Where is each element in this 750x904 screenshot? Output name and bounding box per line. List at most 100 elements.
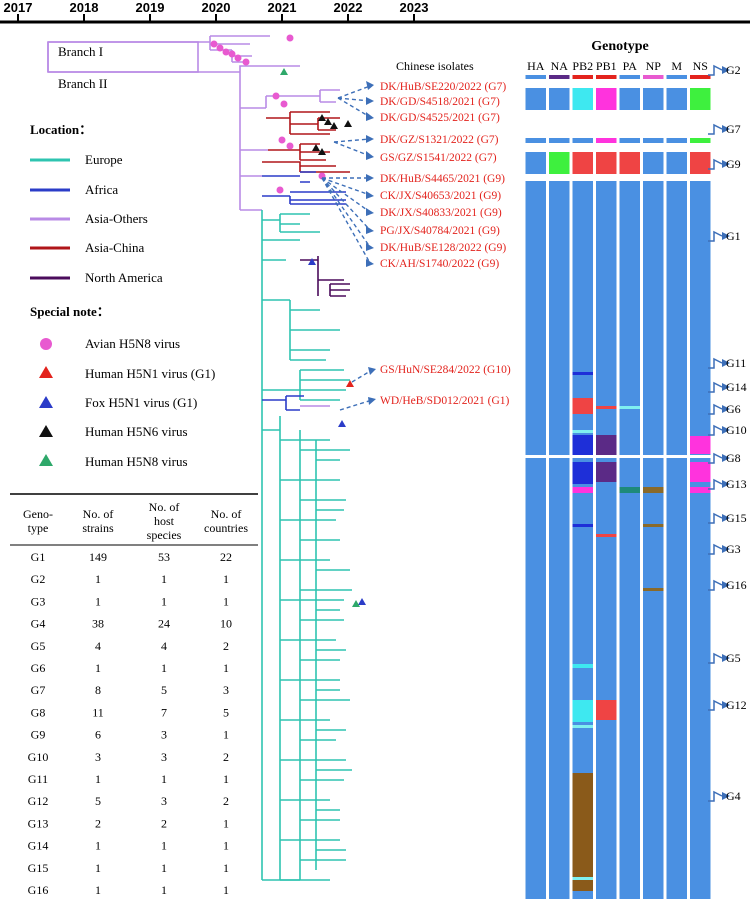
genotype-cell bbox=[690, 152, 711, 174]
genotype-variant-cell bbox=[643, 588, 664, 591]
branch-2-label: Branch II bbox=[58, 76, 107, 91]
table-cell: 1 bbox=[223, 861, 229, 875]
year-label: 2023 bbox=[400, 0, 429, 15]
genotype-label: G1 bbox=[726, 229, 741, 243]
table-cell: 1 bbox=[95, 861, 101, 875]
legend-special-item: Fox H5N1 virus (G1) bbox=[85, 395, 197, 410]
table-cell: 24 bbox=[158, 617, 170, 631]
genotype-cell bbox=[596, 181, 617, 899]
table-header-cell: strains bbox=[82, 521, 114, 535]
special-note-legend: Avian H5N8 virus Human H5N1 virus (G1) F… bbox=[39, 336, 215, 469]
table-cell: 5 bbox=[223, 705, 229, 719]
genotype-cell bbox=[525, 152, 546, 174]
genotype-flag-icon bbox=[722, 581, 730, 589]
genotype-flag-icon bbox=[722, 514, 730, 522]
table-cell: G7 bbox=[31, 683, 46, 697]
table-cell: G11 bbox=[28, 772, 48, 786]
year-label: 2021 bbox=[268, 0, 297, 15]
year-label: 2018 bbox=[70, 0, 99, 15]
genotype-variant-cell bbox=[643, 524, 664, 527]
table-cell: 5 bbox=[95, 794, 101, 808]
genotype-cell bbox=[619, 138, 640, 143]
table-cell: G15 bbox=[28, 861, 49, 875]
genotype-label: G12 bbox=[726, 698, 747, 712]
table-cell: G1 bbox=[31, 550, 46, 564]
table-cell: 22 bbox=[220, 550, 232, 564]
fox-h5n1-triangle-icon bbox=[39, 396, 53, 408]
table-cell: 1 bbox=[223, 772, 229, 786]
table-header-cell: host bbox=[154, 514, 175, 528]
table-cell: 8 bbox=[95, 683, 101, 697]
genotype-variant-cell bbox=[572, 725, 593, 728]
segment-header: PA bbox=[623, 59, 638, 73]
genotype-cell bbox=[596, 75, 617, 79]
genotype-variant-cell bbox=[572, 524, 593, 527]
genotype-cell bbox=[572, 75, 593, 79]
genotype-cell bbox=[666, 88, 687, 110]
genotype-cell bbox=[596, 138, 617, 143]
genotype-variant-cell bbox=[572, 700, 593, 722]
genotype-label: G16 bbox=[726, 578, 747, 592]
genotype-variant-cell bbox=[690, 436, 711, 454]
genotype-cell bbox=[643, 138, 664, 143]
legend-item-africa: Africa bbox=[85, 182, 118, 197]
isolate-arrowheads bbox=[366, 81, 376, 405]
genotype-flag-icon bbox=[722, 125, 730, 133]
genotype-label: G15 bbox=[726, 511, 747, 525]
human-h5n6-triangle-icon bbox=[39, 425, 53, 437]
genotype-flag-icon bbox=[722, 701, 730, 709]
genotype-cell bbox=[572, 152, 593, 174]
table-cell: 3 bbox=[161, 794, 167, 808]
table-cell: G5 bbox=[31, 639, 46, 653]
genotype-bracket bbox=[708, 512, 723, 524]
genotype-bracket bbox=[708, 158, 723, 170]
table-cell: 2 bbox=[95, 816, 101, 830]
table-cell: G16 bbox=[28, 883, 49, 897]
genotype-cell bbox=[690, 75, 711, 79]
table-cell: G14 bbox=[28, 839, 49, 853]
table-cell: 1 bbox=[161, 572, 167, 586]
table-cell: 2 bbox=[223, 750, 229, 764]
legend-item-europe: Europe bbox=[85, 152, 123, 167]
genotype-label: G13 bbox=[726, 477, 747, 491]
segment-header: NP bbox=[646, 59, 662, 73]
genotype-flag-icon bbox=[722, 426, 730, 434]
genotype-variant-cell bbox=[572, 462, 593, 484]
genotype-cell bbox=[619, 75, 640, 79]
legend-special-item: Human H5N6 virus bbox=[85, 424, 188, 439]
genotype-cell bbox=[525, 75, 546, 79]
genotype-cell bbox=[549, 152, 570, 174]
table-header-cell: countries bbox=[204, 521, 248, 535]
genotype-label: G6 bbox=[726, 402, 741, 416]
legend-item-asia-china: Asia-China bbox=[85, 240, 144, 255]
genotype-label: G4 bbox=[726, 789, 741, 803]
genotype-cell bbox=[643, 88, 664, 110]
genotype-cell bbox=[690, 138, 711, 143]
table-cell: 1 bbox=[95, 572, 101, 586]
genotype-cell bbox=[690, 181, 711, 899]
genotype-cell bbox=[525, 181, 546, 899]
table-cell: 1 bbox=[95, 594, 101, 608]
segment-header: PB1 bbox=[596, 59, 617, 73]
legend-item-asia-others: Asia-Others bbox=[85, 211, 148, 226]
isolate-label: DK/HuB/S4465/2021 (G9) bbox=[380, 173, 505, 185]
table-cell: 3 bbox=[223, 683, 229, 697]
genotype-bracket bbox=[708, 652, 723, 664]
genotype-cell bbox=[596, 88, 617, 110]
genotype-variant-cell bbox=[596, 406, 617, 409]
genotype-flag-icon bbox=[722, 359, 730, 367]
table-cell: G8 bbox=[31, 705, 46, 719]
table-cell: 4 bbox=[161, 639, 167, 653]
table-cell: G4 bbox=[31, 617, 46, 631]
isolate-label: DK/GD/S4525/2021 (G7) bbox=[380, 112, 500, 124]
genotype-variant-cell bbox=[690, 487, 711, 493]
isolate-label: DK/HuB/SE128/2022 (G9) bbox=[380, 242, 506, 254]
table-cell: 1 bbox=[95, 883, 101, 897]
genotype-bracket bbox=[708, 790, 723, 802]
isolate-label: GS/GZ/S1541/2022 (G7) bbox=[380, 152, 497, 164]
table-cell: 3 bbox=[161, 750, 167, 764]
legend-special-item: Avian H5N8 virus bbox=[85, 336, 180, 351]
genotype-flag-icon bbox=[722, 66, 730, 74]
genotype-variant-cell bbox=[619, 487, 640, 493]
